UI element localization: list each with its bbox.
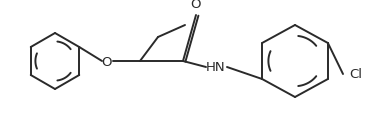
Text: HN: HN	[206, 61, 226, 74]
Text: O: O	[191, 0, 201, 11]
Text: Cl: Cl	[349, 68, 362, 81]
Text: O: O	[102, 55, 112, 68]
